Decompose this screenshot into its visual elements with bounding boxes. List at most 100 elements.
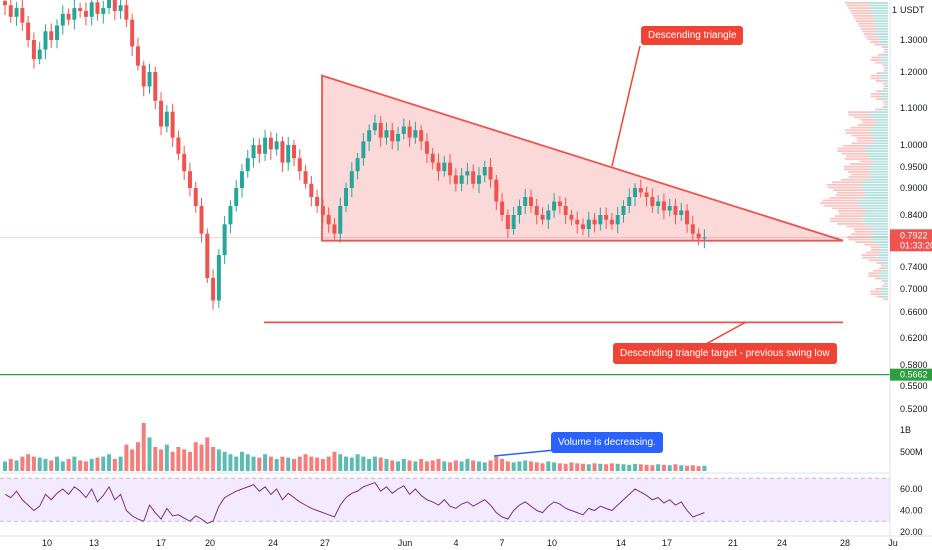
volume-bar — [216, 449, 221, 471]
profile-bar-buy — [870, 163, 888, 165]
candle-body — [413, 130, 418, 138]
candle-body — [661, 201, 666, 211]
profile-bar-sell — [856, 137, 874, 139]
candle-body — [557, 201, 562, 206]
pattern-leader — [611, 45, 641, 167]
volume-bar — [315, 457, 320, 471]
profile-bar-sell — [881, 280, 886, 282]
profile-bar-sell — [881, 46, 886, 48]
candle-body — [650, 197, 655, 206]
profile-bar-sell — [820, 202, 858, 204]
candle-body — [286, 145, 291, 163]
rsi-pane — [0, 477, 890, 524]
profile-bar-sell — [848, 7, 871, 9]
volume-bar — [627, 464, 632, 471]
profile-bar-sell — [822, 199, 859, 202]
volume-bar — [459, 461, 464, 471]
candle-body — [130, 19, 135, 47]
profile-bar-buy — [865, 150, 888, 152]
profile-bar-buy — [885, 82, 888, 85]
candle-body — [592, 219, 597, 225]
profile-bar-sell — [837, 191, 866, 194]
time-tick-label: 20 — [205, 538, 215, 548]
profile-bar-buy — [884, 264, 888, 267]
volume-profile — [820, 2, 888, 301]
volume-bar — [540, 463, 545, 471]
candles — [3, 0, 707, 310]
volume-bar — [413, 461, 418, 471]
profile-bar-buy — [885, 106, 888, 108]
time-axis[interactable]: 10 13 17 20 24 27 Jun 4 7 10 14 17 21 24 28 Ju — [0, 535, 932, 548]
profile-bar-buy — [863, 189, 888, 191]
volume-bar — [118, 456, 123, 471]
candle-body — [361, 141, 366, 159]
volume-bar — [239, 451, 244, 471]
volume-leader — [493, 449, 556, 457]
profile-bar-sell — [849, 9, 871, 12]
profile-bar-buy — [871, 173, 888, 176]
profile-bar-sell — [876, 72, 884, 74]
profile-bar-buy — [886, 69, 888, 72]
price-tick-label: 0.5800 — [900, 360, 928, 370]
profile-bar-buy — [882, 288, 888, 290]
profile-bar-sell — [837, 150, 866, 152]
profile-bar-buy — [874, 22, 888, 25]
candle-body — [55, 25, 60, 40]
profile-bar-sell — [854, 230, 874, 233]
volume-bar — [638, 464, 643, 471]
profile-bar-sell — [876, 90, 883, 93]
candle-body — [112, 0, 117, 12]
volume-bar — [563, 463, 568, 471]
profile-bar-sell — [881, 264, 885, 267]
volume-bar — [78, 460, 83, 471]
profile-bar-sell — [870, 41, 880, 43]
profile-bar-sell — [883, 298, 886, 301]
profile-bar-sell — [870, 95, 881, 98]
profile-bar-buy — [875, 28, 888, 30]
profile-bar-sell — [845, 129, 869, 132]
time-tick-label: 14 — [616, 538, 626, 548]
profile-bar-buy — [869, 155, 888, 158]
volume-bar — [534, 462, 539, 471]
candle-body — [141, 65, 146, 87]
candle-body — [268, 137, 273, 150]
price-tick-label: 0.7400 — [900, 262, 928, 272]
profile-bar-buy — [860, 186, 888, 189]
candle-body — [523, 197, 528, 206]
profile-bar-buy — [879, 290, 888, 293]
candle-body — [66, 13, 71, 20]
candle-body — [159, 100, 164, 127]
profile-bar-buy — [865, 210, 888, 212]
volume-bar — [95, 457, 100, 471]
profile-bar-buy — [885, 280, 888, 282]
target-callout: Descending triangle target - previous sw… — [613, 343, 837, 364]
profile-bar-buy — [877, 35, 888, 38]
profile-bar-buy — [872, 15, 888, 17]
volume-bar — [344, 456, 349, 471]
profile-bar-buy — [874, 124, 888, 126]
profile-bar-sell — [847, 111, 870, 113]
profile-bar-sell — [859, 160, 876, 163]
volume-bar — [361, 456, 366, 471]
volume-bar — [332, 451, 337, 471]
volume-bar — [309, 456, 314, 471]
candle-body — [107, 0, 112, 9]
profile-bar-sell — [862, 30, 877, 33]
candle-body — [430, 153, 435, 163]
volume-bar — [274, 459, 279, 471]
volume-bar — [280, 456, 285, 471]
profile-bar-buy — [865, 191, 888, 194]
profile-bar-sell — [883, 100, 886, 103]
volume-bar — [656, 464, 661, 471]
price-axis[interactable]: USDT 1.3000 1.2000 1.1000 1.0000 0.9500 0.9000… — [889, 0, 932, 540]
profile-bar-sell — [870, 77, 881, 80]
profile-bar-sell — [868, 275, 880, 277]
candle-body — [627, 197, 632, 206]
volume-bar — [471, 460, 476, 471]
candle-body — [251, 145, 256, 159]
time-tick-label: 10 — [547, 538, 557, 548]
volume-bar — [228, 454, 233, 471]
candle-body — [465, 171, 470, 176]
profile-bar-sell — [841, 178, 867, 181]
